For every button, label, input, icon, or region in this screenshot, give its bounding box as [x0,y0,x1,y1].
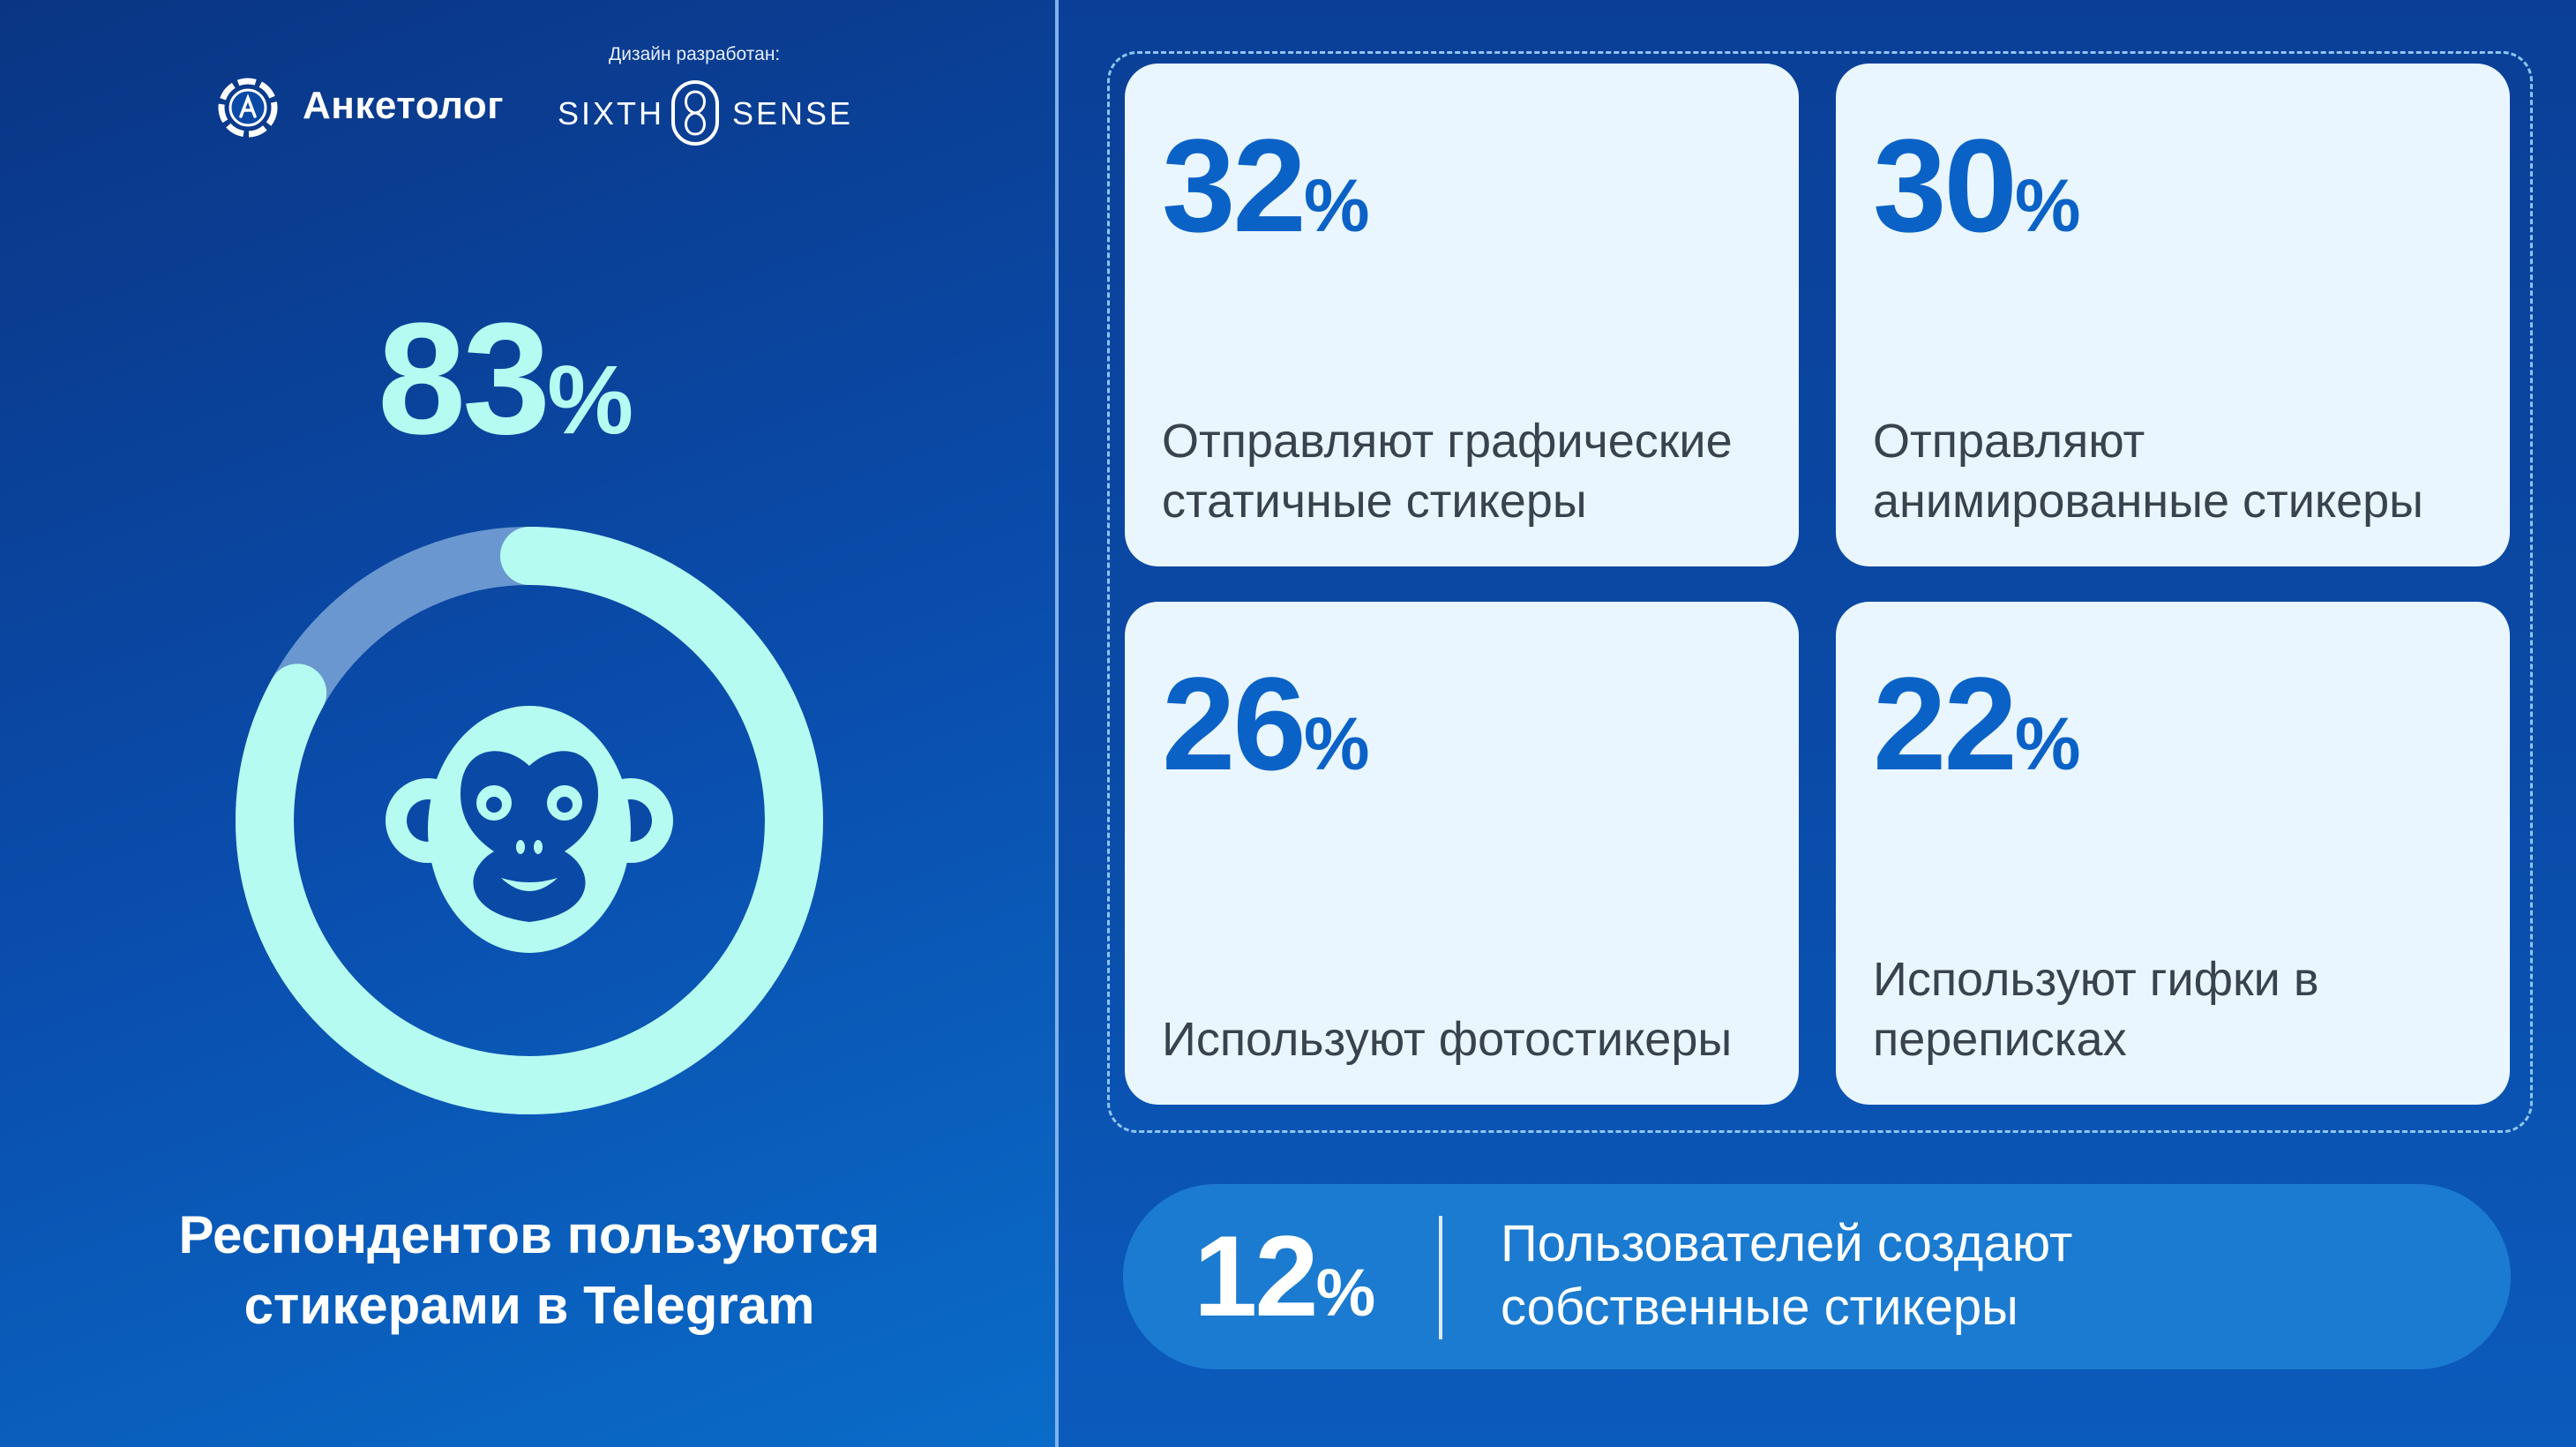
caption-line-1: Респондентов пользуются [178,1205,880,1264]
panel-divider [1055,0,1059,1447]
card-unit: % [2014,164,2081,247]
main-stat-value: 83% [378,300,633,459]
stat-card: 22% Используют гифки в переписках [1836,602,2510,1105]
card-number: 26 [1162,649,1307,798]
partner-name-right: SENSE [732,95,854,131]
stat-card: 30% Отправляют анимированные стикеры [1836,64,2510,566]
card-number: 30 [1873,111,2018,259]
main-stat-caption: Респондентов пользуются стикерами в Tele… [88,1200,970,1341]
monkey-icon [386,706,673,953]
card-value: 26% [1162,653,1370,794]
bottom-stat-text: Пользователей создают собственные стикер… [1501,1212,2471,1339]
bottom-stat-unit: % [1315,1256,1376,1331]
card-value: 22% [1873,653,2081,794]
brand-name: Анкетолог [303,84,505,127]
caption-line-2: стикерами в Telegram [243,1276,815,1335]
stat-card: 32% Отправляют графические статичные сти… [1125,64,1799,566]
stat-card: 26% Используют фотостикеры [1125,602,1799,1105]
design-credit-label: Дизайн разработан: [609,44,781,64]
card-number: 22 [1873,649,2018,798]
card-text: Отправляют анимированные стикеры [1873,415,2423,528]
card-unit: % [1303,164,1370,247]
cards-frame [1107,51,2533,1133]
main-stat-number: 83 [378,290,550,468]
main-stat-unit: % [547,346,634,454]
card-unit: % [2014,702,2081,785]
bottom-stat-value: 12% [1194,1214,1375,1338]
card-unit: % [1303,702,1370,785]
card-value: 30% [1873,115,2081,256]
left-panel: Анкетолог Дизайн разработан: SIXTH SENSE… [0,0,1055,1447]
card-text: Отправляют графические статичные стикеры [1162,415,1733,528]
anketolog-logo-icon [218,78,278,138]
card-text: Используют фотостикеры [1162,1013,1733,1066]
pill-separator [1439,1216,1442,1339]
sixth-sense-logo-icon [671,80,719,146]
usage-progress-ring [236,527,823,1114]
bottom-stat-line-2: собственные стикеры [1501,1278,2018,1336]
bottom-stat-line-1: Пользователей создают [1501,1215,2073,1272]
bottom-stat-pill: 12% Пользователей создают собственные ст… [1123,1184,2511,1369]
card-text: Используют гифки в переписках [1873,953,2319,1066]
partner-name-left: SIXTH [558,95,665,131]
card-number: 32 [1162,111,1307,259]
card-value: 32% [1162,115,1370,256]
bottom-stat-number: 12 [1194,1211,1319,1340]
